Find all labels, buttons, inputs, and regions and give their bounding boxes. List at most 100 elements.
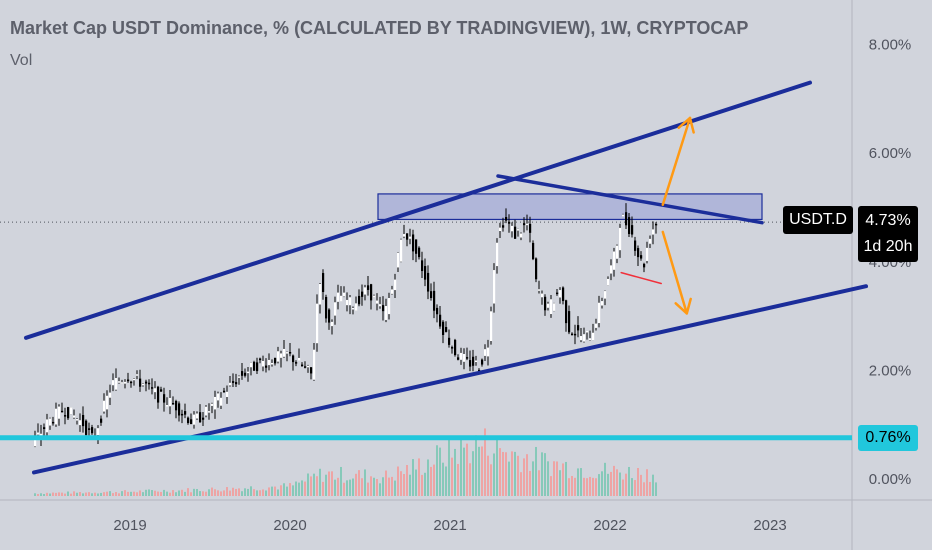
volume-bar — [313, 473, 315, 496]
resistance-zone — [377, 193, 763, 221]
candle — [190, 413, 193, 425]
candle-body — [52, 421, 55, 424]
candle-body — [406, 233, 409, 240]
candle — [607, 276, 610, 286]
candle-body — [385, 306, 388, 320]
candle — [76, 418, 79, 425]
candle — [139, 369, 142, 392]
volume-bar — [559, 470, 561, 496]
candle-body — [451, 347, 454, 349]
candle — [373, 294, 376, 298]
volume-bar — [499, 448, 501, 496]
candle-body — [217, 393, 220, 401]
candle — [157, 385, 160, 409]
candle — [118, 377, 121, 384]
candle-body — [595, 323, 598, 328]
candle — [178, 401, 181, 422]
candle-body — [334, 302, 337, 316]
candle-body — [274, 357, 277, 364]
candle — [340, 286, 343, 302]
volume-bar — [232, 487, 234, 496]
candle-body — [355, 303, 358, 311]
volume-bar — [256, 490, 258, 496]
volume-bar — [598, 474, 600, 496]
candle — [556, 289, 559, 296]
candle — [451, 345, 454, 354]
volume-bar — [199, 491, 201, 496]
volume-bar — [259, 490, 261, 496]
candle-body — [262, 360, 265, 367]
candle — [247, 367, 250, 382]
candle-body — [448, 337, 451, 345]
candle-body — [256, 362, 259, 372]
candle-body — [478, 369, 481, 372]
volume-bar — [526, 454, 528, 496]
candle-body — [607, 278, 610, 286]
candle — [502, 217, 505, 232]
candle-body — [544, 296, 547, 311]
volume-bar — [55, 492, 57, 496]
candle — [427, 265, 430, 300]
candle — [388, 292, 391, 320]
candle-body — [646, 247, 649, 261]
volume-bar — [397, 466, 399, 496]
candle-body — [178, 403, 181, 416]
candle — [232, 373, 235, 387]
volume-bar — [502, 451, 504, 496]
candle-body — [85, 420, 88, 435]
candle — [199, 404, 202, 423]
volume-bar — [454, 448, 456, 496]
arrow-down-target — [661, 230, 692, 315]
candle-body — [613, 251, 616, 270]
candle — [616, 244, 619, 264]
volume-bar — [472, 451, 474, 496]
volume-bar — [388, 477, 390, 496]
candle — [619, 223, 622, 258]
candle-body — [376, 300, 379, 304]
candle — [505, 208, 508, 224]
candle — [472, 349, 475, 372]
candle-body — [136, 374, 139, 376]
candle-body — [253, 361, 256, 371]
candle-body — [568, 311, 571, 333]
candle — [343, 286, 346, 298]
candle — [73, 409, 76, 419]
candle-body — [649, 238, 652, 244]
candle-body — [427, 272, 430, 292]
candle — [439, 306, 442, 329]
candle-body — [445, 327, 448, 332]
candle — [652, 221, 655, 245]
candle-body — [172, 403, 175, 405]
volume-indicator-label[interactable]: Vol — [10, 52, 33, 69]
volume-bar — [379, 483, 381, 496]
volume-bar — [325, 474, 327, 496]
candle-body — [538, 289, 541, 291]
candle — [475, 355, 478, 366]
candle-body — [472, 356, 475, 366]
volume-bar — [376, 478, 378, 496]
volume-bar — [343, 482, 345, 496]
candle-body — [151, 387, 154, 389]
volume-bar — [619, 472, 621, 496]
candle — [382, 296, 385, 321]
candle — [265, 358, 268, 373]
volume-bar — [298, 482, 300, 496]
candle — [526, 214, 529, 231]
volume-bar — [109, 491, 111, 496]
candle — [133, 377, 136, 386]
y-tick-label: 2.00% — [869, 362, 912, 379]
candle — [70, 407, 73, 415]
volume-bar — [244, 488, 246, 496]
candle — [151, 378, 154, 395]
candle-body — [370, 284, 373, 301]
volume-bar — [229, 490, 231, 496]
candle-body — [301, 364, 304, 367]
candle — [565, 299, 568, 332]
candle-body — [553, 303, 556, 311]
volume-bar — [76, 492, 78, 496]
candle — [604, 290, 607, 306]
candle — [580, 328, 583, 343]
candle-body — [46, 419, 49, 433]
candle-body — [232, 381, 235, 383]
